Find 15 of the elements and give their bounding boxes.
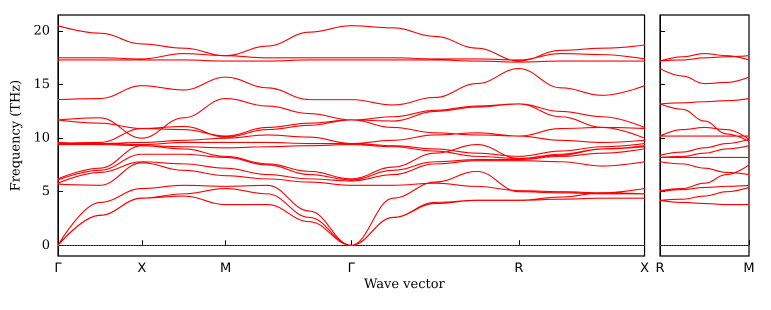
y-axis-title: Frequency (THz) [8,80,24,192]
x-tick-label: Γ [348,261,356,276]
x-tick-label: M [220,261,232,276]
x-axis-title: Wave vector [364,277,446,292]
x-tick-label: R [655,261,665,276]
y-tick-label: 10 [33,130,50,146]
x-tick-label: X [137,261,146,276]
y-tick-label: 15 [33,77,50,92]
x-tick-label: M [743,261,755,276]
y-tick-label: 0 [42,238,50,253]
y-tick-label: 20 [33,24,50,39]
x-tick-label: X [640,261,650,276]
x-tick-label: Γ [54,261,62,276]
x-tick-label: R [514,261,524,276]
y-tick-label: 5 [42,184,50,200]
